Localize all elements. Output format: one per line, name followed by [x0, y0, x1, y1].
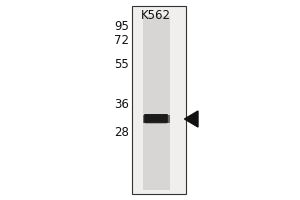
Bar: [142, 115, 170, 123]
Bar: [132, 6, 186, 194]
Text: 95: 95: [114, 21, 129, 33]
Text: 36: 36: [114, 98, 129, 110]
Text: 72: 72: [114, 34, 129, 47]
Polygon shape: [184, 111, 198, 127]
Text: 28: 28: [114, 126, 129, 138]
Bar: [145, 114, 167, 122]
Bar: [145, 116, 167, 124]
Bar: [144, 115, 168, 123]
Text: K562: K562: [141, 9, 171, 22]
Text: 55: 55: [114, 58, 129, 72]
Bar: [144, 114, 168, 123]
Bar: [142, 16, 170, 190]
